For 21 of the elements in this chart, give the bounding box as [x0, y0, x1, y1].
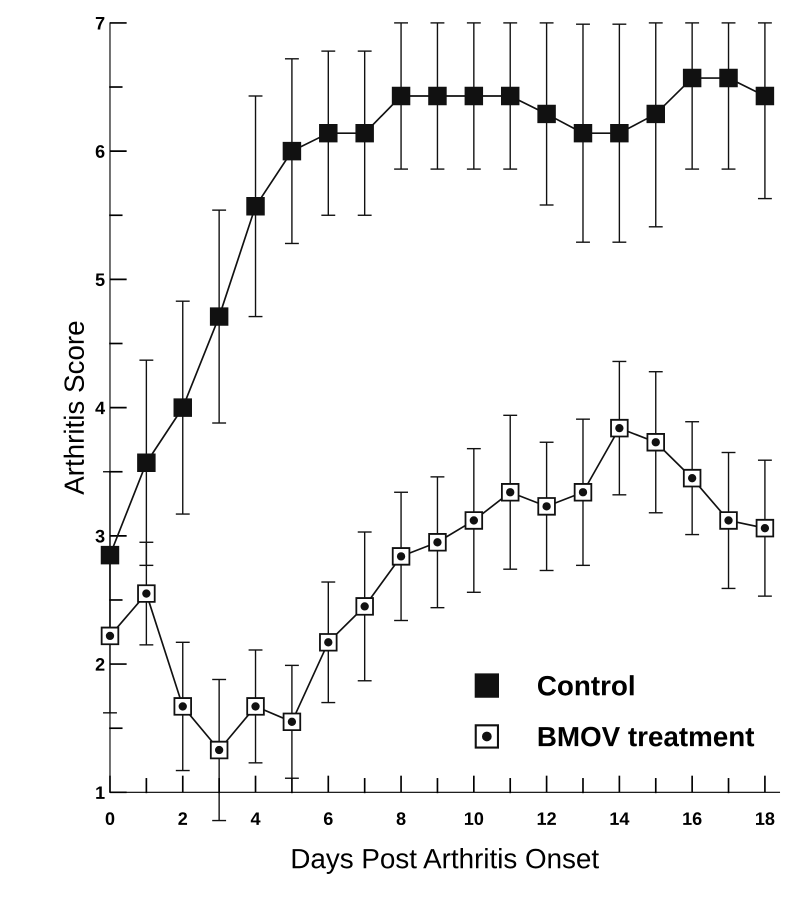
y-tick-label: 3: [96, 530, 104, 543]
x-tick-label: 0: [106, 812, 114, 826]
y-axis-title: Arthritis Score: [64, 322, 84, 495]
y-tick-label: 6: [96, 145, 104, 158]
x-tick-label: 12: [538, 812, 556, 825]
x-tick-label: 6: [324, 812, 333, 826]
x-tick-label: 8: [396, 812, 406, 826]
legend-label: BMOV treatment: [538, 726, 754, 746]
y-tick-label: 1: [96, 786, 105, 799]
y-tick-label: 2: [96, 658, 104, 671]
x-tick-label: 10: [464, 812, 484, 826]
x-tick-label: 2: [178, 812, 188, 825]
y-tick-label: 4: [95, 402, 106, 414]
x-tick-label: 16: [683, 812, 702, 826]
x-tick-label: 18: [756, 812, 774, 826]
x-tick-label: 4: [250, 812, 260, 825]
x-tick-label: 14: [610, 812, 630, 825]
x-axis-title: Days Post Arthritis Onset: [292, 848, 599, 874]
y-tick-label: 7: [96, 17, 104, 30]
legend-label: Control: [538, 675, 634, 696]
y-tick-label: 5: [96, 274, 105, 286]
